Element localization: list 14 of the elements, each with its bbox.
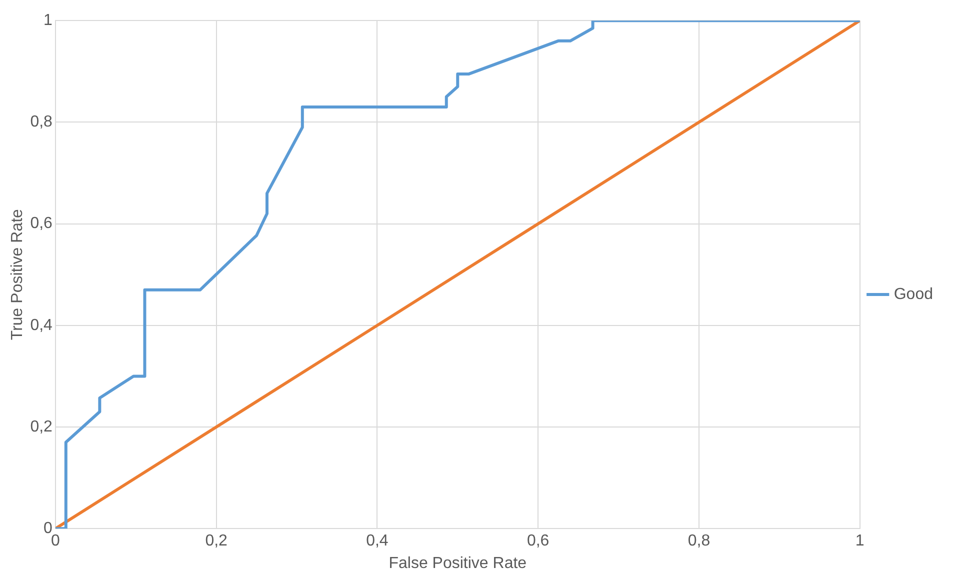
x-tick-label: 0,6	[526, 532, 550, 550]
y-axis-title: True Positive Rate	[9, 208, 26, 340]
x-tick-label: 0,4	[366, 532, 388, 550]
x-axis-title: False Positive Rate	[388, 554, 527, 572]
y-tick-label: 0,2	[30, 418, 53, 436]
y-tick-label: 0	[44, 520, 53, 538]
y-tick-label: 0,6	[30, 215, 53, 232]
x-tick-label: 0,2	[205, 532, 228, 550]
y-tick-label: 0,4	[30, 316, 53, 334]
x-tick-label: 0,8	[688, 532, 710, 550]
x-tick-label: 1	[855, 532, 864, 550]
y-tick-label: 0,8	[30, 114, 53, 131]
legend-label: Good	[894, 286, 933, 303]
y-tick-label: 1	[44, 12, 53, 30]
